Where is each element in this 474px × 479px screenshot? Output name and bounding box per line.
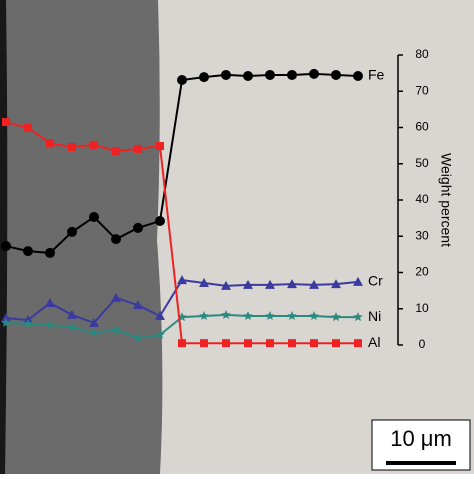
point xyxy=(331,69,341,80)
point xyxy=(265,311,275,320)
y-tick-label: 40 xyxy=(415,192,429,206)
point xyxy=(200,339,208,348)
point xyxy=(155,216,165,227)
point xyxy=(23,246,33,257)
point xyxy=(2,118,10,127)
point xyxy=(288,339,296,348)
point xyxy=(243,311,253,320)
point xyxy=(244,339,252,348)
point xyxy=(68,143,76,152)
y-tick-label: 0 xyxy=(419,337,426,351)
point xyxy=(353,312,363,322)
point xyxy=(199,311,209,320)
y-tick-label: 10 xyxy=(415,301,429,315)
point xyxy=(199,278,209,288)
point xyxy=(89,328,99,338)
point xyxy=(331,279,341,289)
point xyxy=(243,71,253,82)
point xyxy=(112,147,120,156)
y-axis-title: Weight percent xyxy=(438,153,454,247)
point xyxy=(155,329,165,339)
point xyxy=(221,280,231,290)
point xyxy=(221,69,231,80)
point xyxy=(89,212,99,223)
point xyxy=(177,275,187,285)
point xyxy=(1,241,11,252)
point xyxy=(155,311,165,320)
point xyxy=(1,317,11,327)
point xyxy=(243,279,253,289)
point xyxy=(309,68,319,79)
point xyxy=(265,69,275,80)
y-tick-label: 20 xyxy=(415,265,429,279)
point xyxy=(177,75,187,86)
point xyxy=(353,71,363,82)
legend-label: Al xyxy=(368,334,380,350)
point xyxy=(331,312,341,322)
y-tick-label: 50 xyxy=(415,156,429,170)
point xyxy=(45,297,55,307)
point xyxy=(177,312,187,322)
point xyxy=(111,292,121,302)
point xyxy=(89,317,99,327)
point xyxy=(309,279,319,289)
point xyxy=(23,319,33,328)
y-tick-label: 30 xyxy=(415,228,429,242)
point xyxy=(332,339,340,348)
legend-label: Cr xyxy=(368,273,383,289)
point xyxy=(287,311,297,320)
point xyxy=(134,144,142,153)
point xyxy=(24,123,32,132)
point xyxy=(111,325,121,335)
point xyxy=(46,139,54,148)
point xyxy=(156,141,164,150)
point xyxy=(133,333,143,343)
y-tick-label: 60 xyxy=(415,120,429,134)
point xyxy=(199,72,209,83)
point xyxy=(133,222,143,233)
point xyxy=(67,309,77,319)
point xyxy=(266,339,274,348)
point xyxy=(45,247,55,258)
point xyxy=(45,320,55,330)
point xyxy=(221,309,231,319)
point xyxy=(310,339,318,348)
point xyxy=(67,226,77,237)
legend-label: Fe xyxy=(368,67,385,83)
point xyxy=(265,279,275,289)
point xyxy=(222,339,230,348)
legend-label: Ni xyxy=(368,308,381,324)
point xyxy=(90,140,98,149)
point xyxy=(287,279,297,289)
point xyxy=(111,234,121,245)
scale-label: 10 μm xyxy=(390,426,452,451)
y-tick-label: 70 xyxy=(415,83,429,97)
point xyxy=(309,311,319,320)
y-tick-label: 80 xyxy=(415,47,429,61)
point xyxy=(1,313,11,323)
point xyxy=(67,321,77,331)
point xyxy=(354,339,362,348)
point xyxy=(353,276,363,286)
dark-region xyxy=(0,0,163,474)
point xyxy=(178,339,186,348)
point xyxy=(133,300,143,310)
point xyxy=(287,69,297,80)
